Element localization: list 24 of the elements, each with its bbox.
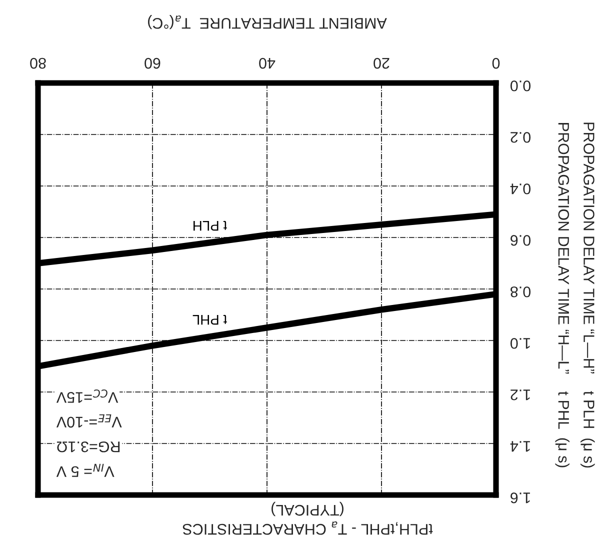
series-label: t PHL bbox=[192, 314, 227, 325]
y-tick-label: 1.4 bbox=[510, 441, 530, 452]
x-tick-label: 80 bbox=[30, 58, 46, 69]
y-tick-label: 0.4 bbox=[510, 183, 531, 194]
x-axis-title: AMBIENT TEMPERATURE T$_{a}$(°C) bbox=[148, 14, 387, 30]
y-tick-label: 0.0 bbox=[510, 80, 531, 92]
y-tick-label: 1.0 bbox=[510, 338, 530, 349]
y-tick-label: 0.2 bbox=[510, 132, 531, 143]
y-tick-label: 0.8 bbox=[510, 286, 531, 298]
y-tick-label: 1.6 bbox=[510, 492, 530, 504]
text: tPLH,tPHL - T$_{a}$ CHARACTERISTICS bbox=[182, 521, 433, 535]
annotation: RG=3.1Ω bbox=[56, 441, 120, 452]
annotation: V$_{IN}$= 5 V bbox=[56, 464, 114, 477]
x-tick-label: 40 bbox=[259, 58, 276, 69]
series-label: t PLH bbox=[194, 220, 227, 231]
x-tick-label: 60 bbox=[144, 58, 160, 69]
x-tick-label: 20 bbox=[374, 58, 390, 69]
y-axis-title: PROPAGATION DELAY TIME “L—H” t PLH (μ s) PROPAGATION DELAY TIME “H—L” t PHL (μ s) bbox=[555, 122, 595, 468]
annotation: V$_{EE}$=-10V bbox=[56, 414, 122, 428]
x-tick-label: 0 bbox=[492, 58, 500, 69]
y-tick-label: 1.2 bbox=[510, 390, 530, 400]
text: (TYPICAL) bbox=[272, 502, 344, 516]
y-tick-label: 0.6 bbox=[510, 234, 531, 246]
annotation: V$_{CC}$=15V bbox=[56, 390, 118, 403]
